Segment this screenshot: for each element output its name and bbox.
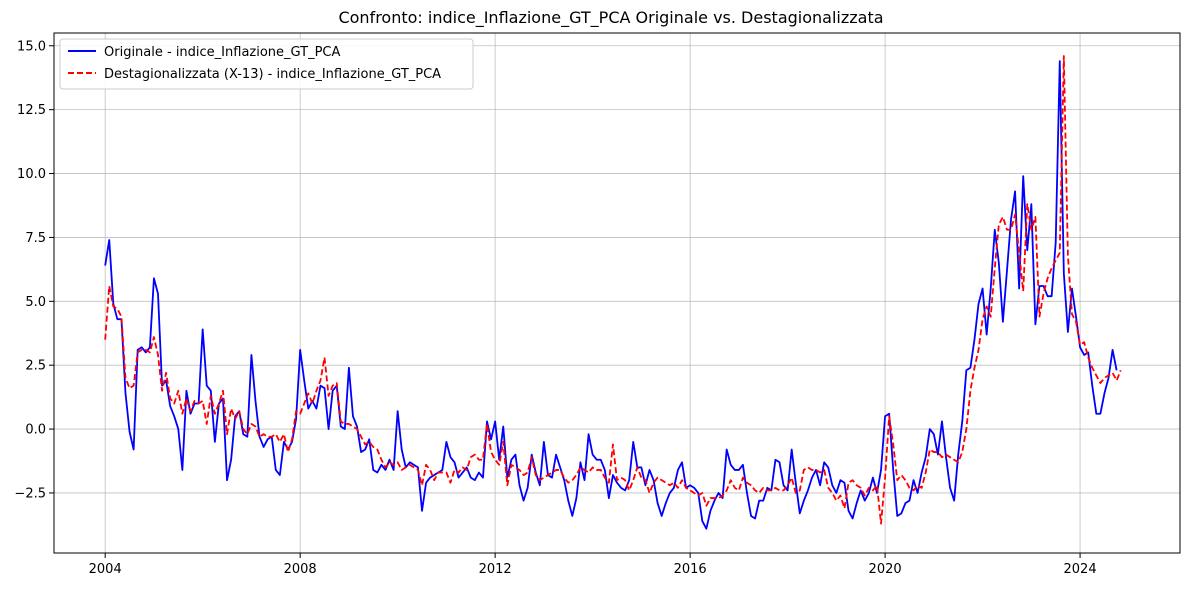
x-tick-label: 2008 — [284, 562, 317, 577]
legend-box — [59, 38, 474, 90]
y-tick-label: 2.5 — [25, 359, 46, 374]
y-tick-label: 7.5 — [25, 231, 46, 246]
legend-label-original: Originale - indice_Inflazione_GT_PCA — [104, 45, 341, 60]
x-tick-label: 2024 — [1064, 562, 1097, 577]
y-tick-label: 15.0 — [17, 39, 46, 54]
y-tick-label: −2.5 — [14, 486, 46, 501]
x-tick-label: 2004 — [89, 562, 122, 577]
chart-title: Confronto: indice_Inflazione_GT_PCA Orig… — [338, 8, 883, 28]
series-line-seasonally-adjusted — [104, 55, 1122, 525]
x-tick-label: 2020 — [869, 562, 902, 577]
x-tick-label: 2016 — [674, 562, 707, 577]
series-lines — [104, 55, 1122, 530]
legend: Originale - indice_Inflazione_GT_PCA Des… — [59, 38, 474, 90]
y-tick-label: 5.0 — [25, 295, 46, 310]
series-line-original — [104, 60, 1118, 530]
plot-area-frame — [53, 32, 1181, 554]
legend-label-seasonally-adjusted: Destagionalizzata (X-13) - indice_Inflaz… — [104, 67, 441, 82]
y-tick-label: 0.0 — [25, 423, 46, 438]
axes: 2004 2008 2012 2016 2020 2024 −2.5 0.0 2.5 5.0 7.5… — [14, 39, 1096, 577]
x-tick-label: 2012 — [479, 562, 512, 577]
y-tick-label: 10.0 — [17, 167, 46, 182]
y-tick-label: 12.5 — [17, 103, 46, 118]
